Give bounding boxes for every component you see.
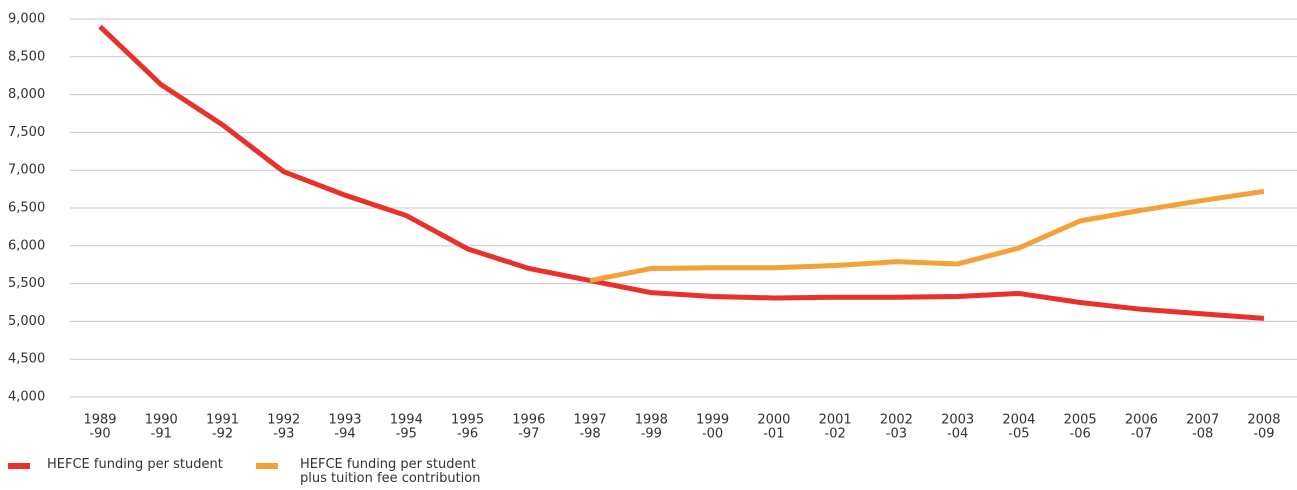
x-tick-label: -09 xyxy=(1253,427,1274,442)
legend-swatch xyxy=(256,463,278,469)
x-tick-label: -03 xyxy=(886,427,907,442)
x-tick-label: 1989 xyxy=(83,413,116,428)
x-tick-label: -08 xyxy=(1192,427,1213,442)
x-tick-label: -92 xyxy=(212,427,233,442)
x-tick-label: 1994 xyxy=(390,413,423,428)
x-tick-label: -93 xyxy=(273,427,294,442)
y-tick-label: 7,500 xyxy=(8,125,45,140)
x-tick-label: 2005 xyxy=(1064,413,1097,428)
x-tick-label: -97 xyxy=(518,427,539,442)
x-tick-label: 2002 xyxy=(880,413,913,428)
x-tick-label: -07 xyxy=(1131,427,1152,442)
x-tick-label: 1996 xyxy=(512,413,545,428)
x-tick-label: -06 xyxy=(1070,427,1091,442)
series-line xyxy=(589,188,1265,284)
x-tick-label: -01 xyxy=(763,427,784,442)
series-line xyxy=(98,24,1265,321)
x-tick-label: 1990 xyxy=(145,413,178,428)
x-tick-label: 2004 xyxy=(1002,413,1035,428)
y-tick-label: 5,000 xyxy=(8,314,45,329)
x-tick-label: -94 xyxy=(334,427,355,442)
x-tick-label: -99 xyxy=(641,427,662,442)
y-tick-label: 4,000 xyxy=(8,390,45,405)
legend-swatch xyxy=(8,463,30,469)
y-tick-label: 5,500 xyxy=(8,276,45,291)
x-tick-label: 1999 xyxy=(696,413,729,428)
x-tick-label: 2000 xyxy=(757,413,790,428)
x-tick-label: 1992 xyxy=(267,413,300,428)
legend-label: HEFCE funding per student xyxy=(47,457,223,472)
x-tick-label: 2008 xyxy=(1247,413,1280,428)
x-tick-label: 1993 xyxy=(328,413,361,428)
x-tick-label: -98 xyxy=(579,427,600,442)
x-tick-label: 2003 xyxy=(941,413,974,428)
x-tick-label: -91 xyxy=(151,427,172,442)
x-tick-label: 2001 xyxy=(819,413,852,428)
y-tick-label: 6,000 xyxy=(8,238,45,253)
x-tick-label: 1997 xyxy=(574,413,607,428)
x-tick-label: -96 xyxy=(457,427,478,442)
x-tick-label: -00 xyxy=(702,427,723,442)
x-tick-label: -04 xyxy=(947,427,968,442)
x-tick-label: 2006 xyxy=(1125,413,1158,428)
y-tick-label: 7,000 xyxy=(8,163,45,178)
y-tick-label: 4,500 xyxy=(8,352,45,367)
x-tick-label: -90 xyxy=(89,427,110,442)
y-tick-label: 8,500 xyxy=(8,49,45,64)
chart: 4,000 4,500 5,000 5,500 6,000 6,500 7,000 7,500… xyxy=(8,12,1297,442)
legend-label: HEFCE funding per student plus tuition f… xyxy=(300,457,481,486)
x-tick-label: -02 xyxy=(825,427,846,442)
y-tick-label: 8,000 xyxy=(8,87,45,102)
x-tick-label: 2007 xyxy=(1186,413,1219,428)
x-tick-label: -95 xyxy=(396,427,417,442)
x-tick-label: 1998 xyxy=(635,413,668,428)
x-tick-label: 1991 xyxy=(206,413,239,428)
y-tick-label: 9,000 xyxy=(8,12,45,27)
x-tick-label: -05 xyxy=(1008,427,1029,442)
x-tick-label: 1995 xyxy=(451,413,484,428)
y-tick-label: 6,500 xyxy=(8,201,45,216)
